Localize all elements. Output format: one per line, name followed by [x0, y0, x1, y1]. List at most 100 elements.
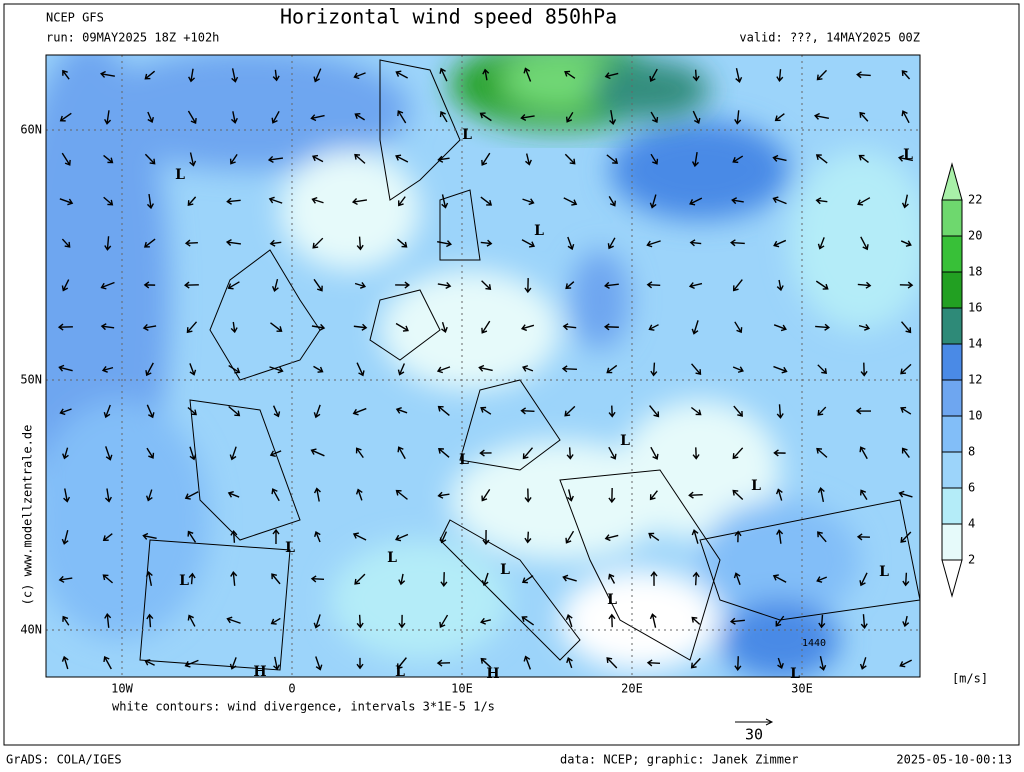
pressure-center: L	[387, 550, 397, 566]
wind-arrow	[354, 282, 367, 289]
wind-arrow	[561, 365, 577, 373]
colorbar-box	[941, 415, 963, 453]
wind-arrow	[355, 447, 364, 459]
wind-arrow	[567, 236, 575, 251]
wind-arrow	[774, 113, 785, 122]
wind-arrow	[524, 278, 532, 294]
wind-arrow	[100, 281, 115, 290]
wind-arrow	[188, 572, 196, 585]
wind-arrow	[733, 572, 741, 585]
colorbar-label: 22	[968, 193, 982, 207]
wind-arrow	[648, 324, 659, 331]
wind-arrow	[859, 489, 868, 500]
wind-arrow	[395, 322, 409, 332]
wind-arrow	[311, 154, 324, 163]
wind-arrow	[815, 280, 829, 290]
wind-arrow	[776, 279, 784, 292]
wind-arrow	[436, 659, 451, 667]
wind-arrow	[648, 532, 660, 541]
wind-arrow	[356, 657, 364, 670]
wind-arrow	[227, 490, 240, 498]
wind-arrow	[102, 533, 113, 541]
wind-arrow	[145, 489, 153, 502]
wind-arrow	[145, 362, 154, 377]
wind-arrow	[189, 363, 197, 376]
run-info: run: 09MAY2025 18Z +102h	[46, 31, 219, 45]
colorbar-box	[941, 523, 963, 561]
wind-arrow	[103, 404, 111, 419]
wind-arrow	[608, 573, 616, 584]
colorbar-box	[941, 199, 963, 237]
wind-arrow	[859, 657, 867, 670]
wind-arrow	[311, 196, 324, 204]
wind-arrow	[521, 575, 534, 584]
wind-arrow	[520, 114, 535, 122]
wind-arrow	[732, 447, 744, 460]
wind-arrow	[649, 68, 658, 82]
wind-arrow	[691, 529, 699, 544]
wind-arrow	[63, 488, 71, 503]
wind-arrow	[859, 572, 868, 587]
wind-arrow	[775, 615, 785, 627]
wind-arrow	[816, 69, 828, 81]
wind-arrow	[817, 237, 825, 250]
wind-arrow	[856, 71, 871, 79]
wind-arrow	[356, 362, 365, 377]
wind-arrow	[857, 281, 872, 289]
colorbar-box	[941, 235, 963, 273]
wind-arrow	[608, 405, 616, 418]
wind-arrow	[314, 530, 321, 543]
wind-arrow	[441, 194, 449, 209]
colorbar-label: 10	[968, 409, 982, 423]
wind-arrow	[855, 407, 872, 415]
wind-arrow	[900, 363, 912, 375]
wind-arrow	[356, 614, 364, 629]
wind-arrow	[902, 615, 910, 628]
wind-arrow	[352, 407, 367, 416]
wind-arrow	[226, 197, 241, 205]
wind-arrow	[900, 321, 912, 334]
wind-arrow	[480, 239, 493, 247]
wind-arrow	[859, 446, 868, 460]
wind-arrow	[773, 324, 787, 332]
wind-arrow	[229, 153, 238, 165]
wind-arrow	[691, 151, 699, 168]
wind-arrow	[562, 574, 577, 582]
wind-arrow	[310, 448, 325, 457]
wind-arrow	[817, 487, 825, 502]
wind-arrow	[439, 614, 449, 628]
wind-arrow	[480, 657, 492, 668]
wind-arrow	[354, 153, 366, 164]
wind-arrow	[313, 487, 321, 502]
wind-arrow	[565, 111, 574, 123]
wind-arrow	[816, 447, 828, 458]
wind-arrow	[101, 365, 114, 373]
wind-arrow	[562, 323, 577, 331]
wind-arrow	[691, 320, 699, 335]
colorbar-box	[941, 307, 963, 345]
wind-arrow	[104, 110, 112, 125]
wind-arrow	[481, 489, 491, 502]
wind-arrow	[734, 530, 742, 543]
wind-arrow	[481, 320, 491, 334]
wind-arrow	[100, 323, 115, 331]
wind-arrow	[230, 111, 238, 124]
wind-arrow	[269, 366, 284, 374]
wind-arrow	[650, 570, 658, 586]
wind-arrow	[353, 72, 366, 80]
wind-arrow	[61, 238, 71, 248]
wind-arrow	[103, 655, 112, 670]
wind-arrow	[397, 363, 406, 376]
wind-arrow	[818, 614, 826, 629]
wind-arrow	[271, 573, 281, 585]
wind-arrow	[732, 155, 744, 164]
wind-arrow	[354, 112, 365, 121]
wind-arrow	[188, 68, 196, 83]
wind-arrow	[186, 321, 198, 334]
wind-arrow	[521, 239, 536, 248]
wind-arrow	[395, 489, 408, 500]
wind-arrow	[189, 152, 197, 167]
wind-arrow	[271, 278, 279, 293]
wind-arrow	[144, 153, 156, 165]
wind-arrow	[187, 196, 197, 207]
